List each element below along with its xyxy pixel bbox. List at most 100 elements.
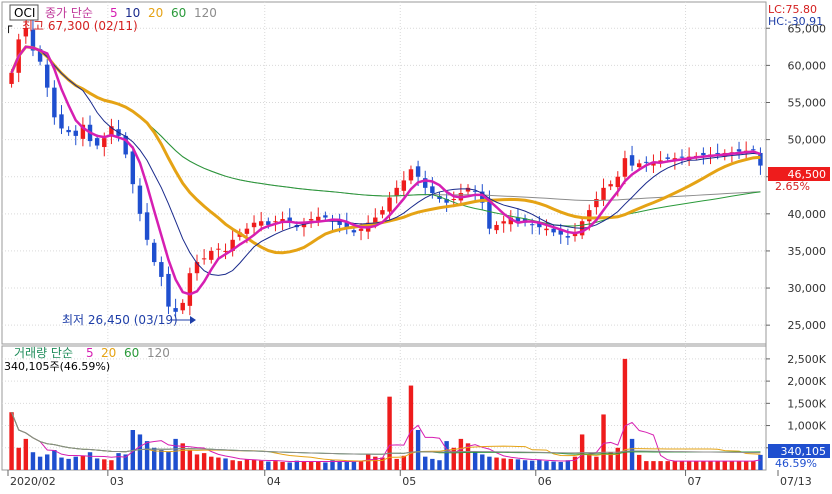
volume-bar (565, 460, 571, 470)
volume-bar (701, 461, 706, 470)
volume-bar (344, 462, 349, 470)
volume-bar (501, 458, 506, 470)
current-volume-badge (768, 444, 830, 458)
candle-body (387, 197, 392, 212)
candle-body (94, 138, 100, 146)
candle-body (301, 223, 307, 228)
candle-body (594, 198, 599, 208)
candle-body (266, 221, 271, 225)
candle-body (701, 152, 706, 156)
volume-bar (123, 454, 128, 470)
volume-bar (102, 459, 107, 470)
volume-ma-period-120: 120 (147, 346, 170, 360)
volume-bar (729, 461, 735, 470)
candle-body (537, 223, 542, 228)
current-price: 46,500 (788, 168, 827, 181)
candle-body (529, 224, 535, 226)
candle-body (209, 250, 214, 260)
volume-bar (487, 456, 492, 470)
candle-body (636, 163, 642, 168)
volume-ma5-line (11, 412, 761, 463)
volume-bar (694, 461, 699, 470)
candle-body (187, 273, 193, 306)
volume-bar (151, 447, 157, 470)
volume-bar (337, 461, 342, 470)
volume-bar (109, 460, 114, 470)
volume-tick-label: 2,000K (787, 375, 826, 388)
candle-body (159, 262, 164, 277)
candle-body (351, 230, 357, 233)
candle-body (337, 221, 342, 225)
candle-body (358, 228, 364, 231)
candle-body (273, 221, 278, 223)
volume-bar (173, 438, 178, 470)
volume-bar (558, 462, 563, 470)
volume-tick-label: 2,500K (787, 353, 826, 366)
volume-bar (45, 454, 50, 470)
candle-body (251, 222, 257, 228)
candle-body (45, 64, 50, 88)
price-tick-label: 50,000 (788, 134, 827, 147)
volume-bar (159, 450, 164, 470)
volume-bar (608, 452, 613, 470)
volume-bar (194, 454, 200, 470)
max-price-note: 최고 67,300 (02/11) (22, 19, 138, 33)
candle-body (316, 216, 321, 221)
volume-bar (594, 456, 599, 470)
candle-body (258, 221, 264, 226)
candle-body (401, 180, 407, 191)
volume-bar (415, 430, 421, 470)
volume-bar (437, 460, 442, 470)
candle-body (451, 198, 456, 200)
volume-bar (444, 441, 449, 470)
ma-period-5: 5 (110, 6, 118, 20)
candle-body (758, 152, 763, 166)
price-tick-label: 60,000 (788, 59, 827, 72)
candle-body (736, 149, 742, 152)
volume-bar (686, 461, 692, 470)
x-tick-label: 07 (688, 475, 702, 488)
candle-body (73, 130, 78, 136)
volume-bar (137, 434, 143, 470)
candle-body (608, 184, 613, 187)
candle-body (80, 124, 86, 139)
volume-bar (308, 461, 314, 470)
candle-body (52, 87, 57, 118)
volume-tick-label: 1,000K (787, 420, 826, 433)
volume-bar (708, 461, 713, 470)
current-volume: 340,105 (781, 445, 827, 458)
candle-body (344, 221, 349, 229)
candle-body (751, 149, 756, 151)
volume-bar (23, 438, 29, 470)
current-price-badge (768, 167, 830, 181)
candle-body (494, 224, 499, 231)
candle-body (601, 187, 606, 201)
volume-bar (30, 452, 36, 470)
volume-bar (294, 460, 300, 470)
volume-bar (87, 452, 93, 470)
volume-bar (273, 461, 278, 470)
candle-body (373, 217, 378, 223)
candle-body (565, 236, 571, 238)
volume-value-note: 340,105주(46.59%) (4, 360, 110, 373)
candle-body (37, 49, 43, 62)
volume-bar (316, 462, 321, 470)
volume-bar (451, 447, 456, 470)
candle-body (9, 72, 14, 84)
x-tick-label: 05 (402, 475, 416, 488)
volume-bar (144, 441, 150, 470)
candle-body (629, 155, 635, 166)
candle-body (437, 196, 442, 199)
candle-body (216, 248, 221, 250)
volume-bar (66, 458, 71, 470)
price-tick-label: 35,000 (788, 245, 827, 258)
current-pct: 2.65% (775, 180, 810, 193)
max-marker: ┌ (5, 19, 13, 33)
volume-bar (209, 456, 214, 470)
volume-tick-label: 1,500K (787, 397, 826, 410)
candle-body (287, 217, 292, 222)
candle-body (173, 308, 178, 312)
candle-body (430, 186, 435, 194)
